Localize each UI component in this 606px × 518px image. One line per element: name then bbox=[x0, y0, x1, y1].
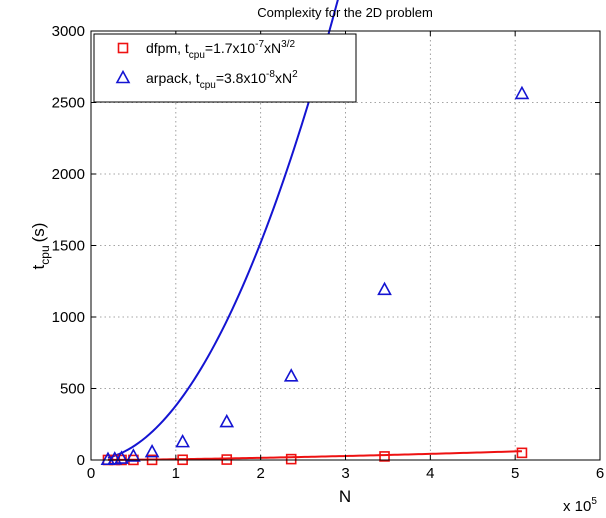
arpack-legend-p1: arpack, t bbox=[146, 70, 200, 86]
x-tick-label: 6 bbox=[596, 465, 604, 482]
x-tick-label: 2 bbox=[256, 465, 264, 482]
x-exponent-power: 5 bbox=[591, 496, 597, 507]
dfpm-legend-sup2: 3/2 bbox=[281, 39, 295, 50]
grid-lines bbox=[91, 31, 600, 460]
arpack-legend-p2: =3.8x10 bbox=[216, 70, 266, 86]
y-tick-label: 2500 bbox=[52, 95, 85, 112]
y-tick-label: 1500 bbox=[52, 238, 85, 255]
x-tick-label: 5 bbox=[511, 465, 519, 482]
legend-box bbox=[93, 33, 357, 103]
arpack-data-point bbox=[377, 281, 392, 296]
arpack-data-point bbox=[126, 448, 141, 462]
dfpm-legend-label: dfpm, tcpu=1.7x10-7xN3/2 bbox=[146, 39, 296, 61]
y-tick-label: 500 bbox=[60, 381, 85, 398]
y-axis-label: tcpu (s) bbox=[29, 223, 52, 270]
y-label-unit: (s) bbox=[29, 223, 48, 243]
arpack-legend-sup2: 2 bbox=[292, 69, 298, 80]
dfpm-data-point bbox=[379, 451, 390, 462]
y-tick-label: 3000 bbox=[52, 23, 85, 40]
y-tick-label: 0 bbox=[77, 452, 85, 469]
dfpm-legend-p2: =1.7x10 bbox=[205, 40, 255, 56]
x-axis-label: N bbox=[339, 487, 351, 506]
dfpm-legend-p1: dfpm, t bbox=[146, 40, 189, 56]
x-exponent-base: x 10 bbox=[563, 498, 591, 515]
y-label-main: t bbox=[29, 264, 48, 269]
dfpm-legend-p3: xN bbox=[264, 40, 281, 56]
dfpm-data-point bbox=[516, 447, 528, 459]
arpack-data-point bbox=[219, 413, 235, 428]
y-tick-label: 1000 bbox=[52, 309, 85, 326]
y-label-sub: cpu bbox=[38, 245, 52, 264]
x-tick-label: 0 bbox=[87, 465, 95, 482]
arpack-data-point bbox=[514, 85, 530, 100]
x-axis-exponent: x 105 bbox=[563, 496, 597, 515]
chart-title: Complexity for the 2D problem bbox=[257, 5, 433, 20]
arpack-legend-sub: cpu bbox=[200, 80, 216, 91]
dfpm-data-point bbox=[285, 453, 297, 465]
dfpm-legend-marker bbox=[117, 42, 129, 54]
dfpm-fit-line bbox=[107, 450, 522, 461]
arpack-legend-sup1: -8 bbox=[266, 69, 275, 80]
arpack-legend-p3: xN bbox=[275, 70, 292, 86]
x-tick-label: 4 bbox=[426, 465, 434, 482]
x-tick-label: 3 bbox=[341, 465, 349, 482]
arpack-data-point bbox=[144, 443, 160, 458]
arpack-data-point bbox=[283, 368, 299, 382]
arpack-legend-marker bbox=[115, 69, 131, 84]
arpack-legend-label: arpack, tcpu=3.8x10-8xN2 bbox=[146, 69, 298, 91]
axis-ticks: 0 1 2 3 4 5 6 0 500 1000 1500 2000 2500 3000 bbox=[52, 23, 605, 482]
arpack-data-point bbox=[114, 450, 129, 464]
dfpm-legend-sup1: -7 bbox=[255, 39, 264, 50]
dfpm-legend-sub: cpu bbox=[189, 50, 205, 61]
y-tick-label: 2000 bbox=[52, 166, 85, 183]
arpack-data-point bbox=[175, 433, 190, 448]
x-tick-label: 1 bbox=[172, 465, 180, 482]
